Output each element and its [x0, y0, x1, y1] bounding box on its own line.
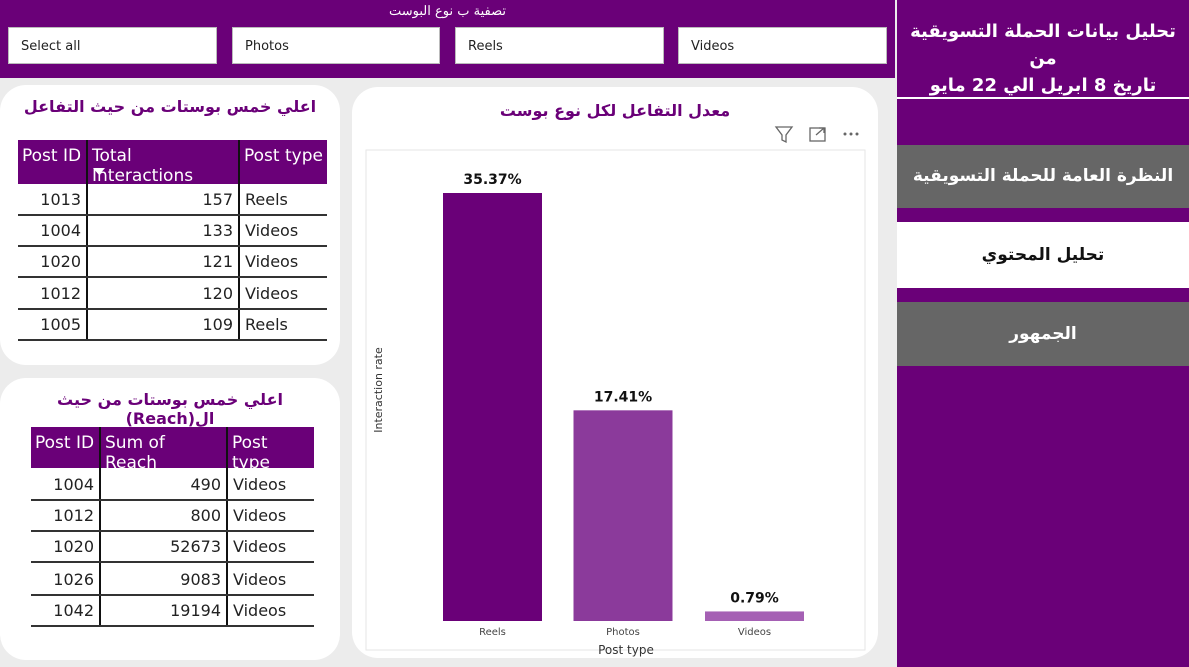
table-cell: 1026: [53, 570, 94, 589]
table-cell: 1005: [40, 315, 81, 334]
table-cell: Videos: [233, 537, 287, 556]
table-cell: 109: [202, 315, 233, 334]
more-icon[interactable]: [843, 132, 859, 136]
data-label: 17.41%: [594, 389, 652, 405]
table-card: [0, 378, 340, 660]
table-title: اعلي خمس بوستات من حيث التفاعل: [23, 97, 317, 116]
nav-button[interactable]: النظرة العامة للحملة التسويقية: [897, 145, 1189, 208]
row-line: [31, 499, 314, 501]
slicer-option[interactable]: Reels: [455, 27, 664, 64]
column-divider: [86, 140, 88, 340]
table-cell: Reels: [245, 315, 288, 334]
table-cell: 1020: [53, 537, 94, 556]
table-cell: 1004: [53, 475, 94, 494]
row-line: [31, 594, 314, 596]
row-line: [18, 308, 327, 310]
row-line: [18, 214, 327, 216]
bar: [443, 193, 542, 621]
header-cell: Total Interactions: [88, 140, 238, 186]
chart-title: معدل التفاعل لكل نوع بوست: [500, 101, 730, 120]
table-cell: Videos: [233, 475, 287, 494]
table-cell: 157: [202, 190, 233, 209]
table-card: [0, 85, 340, 365]
table-cell: 1012: [53, 506, 94, 525]
bar: [573, 410, 673, 621]
table-cell: 133: [202, 221, 233, 240]
column-divider: [99, 427, 101, 626]
x-axis-title: Post type: [598, 643, 654, 657]
chart: معدل التفاعل لكل نوع بوست Interaction ra…: [365, 101, 866, 657]
table-cell: 120: [202, 284, 233, 303]
header-cell: Post type: [240, 140, 327, 184]
table-cell: Reels: [245, 190, 288, 209]
title-line: تحليل بيانات الحملة التسويقية من: [910, 21, 1176, 69]
filter-title: تصفية ب نوع البوست: [389, 4, 506, 19]
table-cell: 19194: [170, 601, 221, 620]
table-cell: Videos: [233, 601, 287, 620]
x-tick-label: Reels: [479, 627, 506, 638]
x-tick-label: Videos: [738, 627, 771, 638]
table-cell: 1042: [53, 601, 94, 620]
y-axis-title: Interaction rate: [372, 347, 385, 433]
column-divider: [226, 427, 228, 626]
sort-icon: [93, 168, 105, 175]
sidebar-title: تحليل بيانات الحملة التسويقية من تاريخ 8…: [897, 18, 1189, 99]
table-cell: 800: [190, 506, 221, 525]
table-cell: Videos: [233, 570, 287, 589]
table-cell: Videos: [245, 252, 299, 271]
table-cell: 52673: [170, 537, 221, 556]
table-cell: 1013: [40, 190, 81, 209]
row-line: [18, 245, 327, 247]
row-line: [31, 530, 314, 532]
table-cell: 1004: [40, 221, 81, 240]
data-label: 35.37%: [463, 172, 521, 188]
row-line: [18, 339, 327, 341]
table-cell: 1012: [40, 284, 81, 303]
row-line: [31, 625, 314, 627]
header-cell: Sum of Reach: [101, 427, 226, 473]
table-cell: Videos: [233, 506, 287, 525]
x-tick-label: Photos: [606, 627, 640, 638]
data-label: 0.79%: [730, 590, 779, 606]
slicer-option[interactable]: Select all: [8, 27, 217, 64]
filter-icon[interactable]: [774, 126, 794, 144]
separator: [897, 97, 1189, 99]
table-cell: 121: [202, 252, 233, 271]
table-cell: 1020: [40, 252, 81, 271]
table-cell: Videos: [245, 284, 299, 303]
focus-icon[interactable]: [809, 127, 826, 142]
slicer-option[interactable]: Videos: [678, 27, 887, 64]
column-divider: [238, 140, 240, 340]
table-cell: Videos: [245, 221, 299, 240]
row-line: [31, 561, 314, 563]
nav-button[interactable]: تحليل المحتوي: [897, 222, 1189, 288]
row-line: [18, 276, 327, 278]
header-cell: Post ID: [31, 427, 99, 468]
header-cell: Post ID: [18, 140, 86, 184]
table-title: اعلي خمس بوستات من حيث ال(Reach): [57, 390, 283, 428]
header-cell: Post type: [228, 427, 314, 473]
table-cell: 9083: [180, 570, 221, 589]
table-cell: 490: [190, 475, 221, 494]
slicer-option[interactable]: Photos: [232, 27, 440, 64]
bar: [705, 611, 804, 621]
nav-button[interactable]: الجمهور: [897, 302, 1189, 366]
title-line: تاريخ 8 ابريل الي 22 مايو: [929, 75, 1157, 96]
